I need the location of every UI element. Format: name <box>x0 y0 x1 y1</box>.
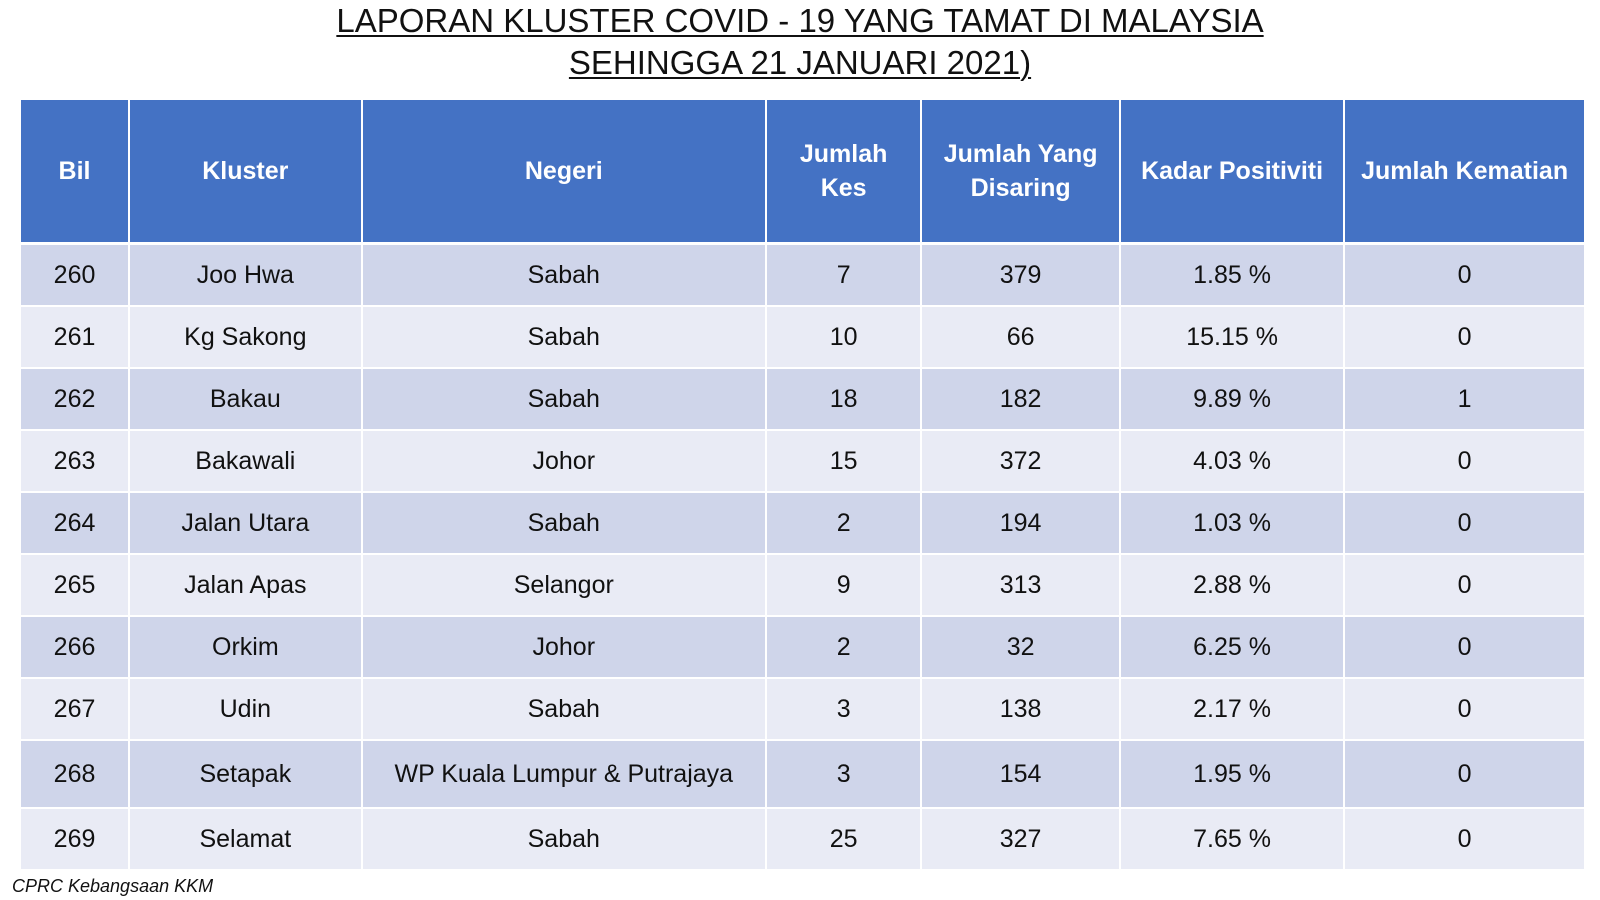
cell-jumlah-kes: 3 <box>766 741 923 809</box>
cell-kluster: Jalan Apas <box>130 555 363 617</box>
table-row: 269 Selamat Sabah 25 327 7.65 % 0 <box>21 809 1584 871</box>
cell-kadar-positiviti: 6.25 % <box>1120 617 1346 679</box>
cell-negeri: Johor <box>362 431 767 493</box>
table-header: Bil Kluster Negeri Jumlah Kes Jumlah Yan… <box>21 100 1584 245</box>
cell-bil: 261 <box>21 307 131 369</box>
table-body: 260 Joo Hwa Sabah 7 379 1.85 % 0 261 Kg … <box>21 245 1584 871</box>
cell-kadar-positiviti: 1.03 % <box>1120 493 1346 555</box>
table-row: 268 Setapak WP Kuala Lumpur & Putrajaya … <box>21 741 1584 809</box>
cell-jumlah-disaring: 154 <box>922 741 1121 809</box>
cell-bil: 267 <box>21 679 131 741</box>
cell-jumlah-kematian: 0 <box>1345 555 1584 617</box>
table-row: 266 Orkim Johor 2 32 6.25 % 0 <box>21 617 1584 679</box>
cell-kadar-positiviti: 9.89 % <box>1120 369 1346 431</box>
cluster-table: Bil Kluster Negeri Jumlah Kes Jumlah Yan… <box>21 100 1584 871</box>
header-bil: Bil <box>21 100 131 245</box>
table-row: 261 Kg Sakong Sabah 10 66 15.15 % 0 <box>21 307 1584 369</box>
cell-negeri: WP Kuala Lumpur & Putrajaya <box>362 741 767 809</box>
table-row: 267 Udin Sabah 3 138 2.17 % 0 <box>21 679 1584 741</box>
table-row: 260 Joo Hwa Sabah 7 379 1.85 % 0 <box>21 245 1584 307</box>
header-jumlah-kes: Jumlah Kes <box>766 100 923 245</box>
cell-jumlah-kematian: 1 <box>1345 369 1584 431</box>
cell-kadar-positiviti: 2.17 % <box>1120 679 1346 741</box>
cell-kadar-positiviti: 7.65 % <box>1120 809 1346 871</box>
title-line-1-text: LAPORAN KLUSTER COVID - 19 YANG TAMAT DI… <box>336 2 1264 39</box>
table-row: 262 Bakau Sabah 18 182 9.89 % 1 <box>21 369 1584 431</box>
cell-jumlah-disaring: 313 <box>922 555 1121 617</box>
cell-jumlah-disaring: 66 <box>922 307 1121 369</box>
cell-jumlah-kematian: 0 <box>1345 307 1584 369</box>
header-jumlah-disaring: Jumlah Yang Disaring <box>922 100 1121 245</box>
cell-kadar-positiviti: 1.95 % <box>1120 741 1346 809</box>
cell-jumlah-disaring: 194 <box>922 493 1121 555</box>
cell-kluster: Jalan Utara <box>130 493 363 555</box>
report-title: LAPORAN KLUSTER COVID - 19 YANG TAMAT DI… <box>0 0 1600 95</box>
header-jumlah-kematian: Jumlah Kematian <box>1345 100 1584 245</box>
cell-jumlah-kes: 25 <box>766 809 923 871</box>
cell-jumlah-disaring: 138 <box>922 679 1121 741</box>
cell-kadar-positiviti: 15.15 % <box>1120 307 1346 369</box>
cell-jumlah-kes: 10 <box>766 307 923 369</box>
cell-bil: 266 <box>21 617 131 679</box>
cell-kluster: Selamat <box>130 809 363 871</box>
cell-negeri: Selangor <box>362 555 767 617</box>
header-negeri: Negeri <box>362 100 767 245</box>
table-row: 264 Jalan Utara Sabah 2 194 1.03 % 0 <box>21 493 1584 555</box>
cell-jumlah-kematian: 0 <box>1345 679 1584 741</box>
cell-kluster: Setapak <box>130 741 363 809</box>
cell-bil: 260 <box>21 245 131 307</box>
cell-jumlah-kematian: 0 <box>1345 617 1584 679</box>
source-note: CPRC Kebangsaan KKM <box>12 876 214 896</box>
cell-jumlah-kes: 7 <box>766 245 923 307</box>
cell-bil: 263 <box>21 431 131 493</box>
cell-jumlah-kematian: 0 <box>1345 809 1584 871</box>
table-row: 263 Bakawali Johor 15 372 4.03 % 0 <box>21 431 1584 493</box>
header-row: Bil Kluster Negeri Jumlah Kes Jumlah Yan… <box>21 100 1584 245</box>
cell-jumlah-kes: 9 <box>766 555 923 617</box>
cell-jumlah-disaring: 182 <box>922 369 1121 431</box>
title-line-1: LAPORAN KLUSTER COVID - 19 YANG TAMAT DI… <box>0 0 1600 42</box>
header-kluster: Kluster <box>130 100 363 245</box>
cell-kluster: Bakau <box>130 369 363 431</box>
cell-jumlah-kematian: 0 <box>1345 431 1584 493</box>
cell-jumlah-kes: 2 <box>766 617 923 679</box>
cell-kadar-positiviti: 4.03 % <box>1120 431 1346 493</box>
cell-jumlah-disaring: 379 <box>922 245 1121 307</box>
cell-negeri: Sabah <box>362 679 767 741</box>
cell-bil: 262 <box>21 369 131 431</box>
cell-kadar-positiviti: 2.88 % <box>1120 555 1346 617</box>
cell-bil: 269 <box>21 809 131 871</box>
cell-kluster: Udin <box>130 679 363 741</box>
cell-bil: 265 <box>21 555 131 617</box>
cell-jumlah-kematian: 0 <box>1345 493 1584 555</box>
cell-negeri: Sabah <box>362 493 767 555</box>
cell-jumlah-kes: 3 <box>766 679 923 741</box>
cell-negeri: Johor <box>362 617 767 679</box>
cell-jumlah-kes: 18 <box>766 369 923 431</box>
table-row: 265 Jalan Apas Selangor 9 313 2.88 % 0 <box>21 555 1584 617</box>
cell-kluster: Orkim <box>130 617 363 679</box>
cell-negeri: Sabah <box>362 307 767 369</box>
cell-jumlah-kes: 2 <box>766 493 923 555</box>
cell-jumlah-kes: 15 <box>766 431 923 493</box>
cell-jumlah-disaring: 327 <box>922 809 1121 871</box>
cell-jumlah-disaring: 32 <box>922 617 1121 679</box>
cell-jumlah-disaring: 372 <box>922 431 1121 493</box>
cell-kluster: Joo Hwa <box>130 245 363 307</box>
cell-kluster: Kg Sakong <box>130 307 363 369</box>
cell-negeri: Sabah <box>362 245 767 307</box>
cell-bil: 268 <box>21 741 131 809</box>
cell-kadar-positiviti: 1.85 % <box>1120 245 1346 307</box>
title-line-2-text: SEHINGGA 21 JANUARI 2021) <box>568 44 1032 81</box>
cell-kluster: Bakawali <box>130 431 363 493</box>
cell-negeri: Sabah <box>362 809 767 871</box>
cell-jumlah-kematian: 0 <box>1345 245 1584 307</box>
cell-bil: 264 <box>21 493 131 555</box>
cell-negeri: Sabah <box>362 369 767 431</box>
title-line-2: SEHINGGA 21 JANUARI 2021) <box>0 42 1600 84</box>
header-kadar-positiviti: Kadar Positiviti <box>1120 100 1346 245</box>
cell-jumlah-kematian: 0 <box>1345 741 1584 809</box>
